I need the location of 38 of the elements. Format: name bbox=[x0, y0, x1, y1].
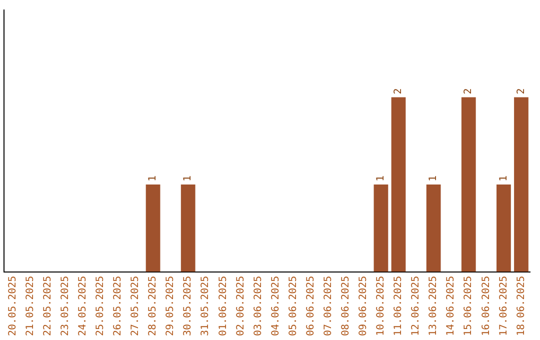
x-tick-label: 03.06.2025 bbox=[252, 276, 264, 336]
x-tick-label: 20.05.2025 bbox=[7, 276, 18, 336]
x-tick-label: 30.05.2025 bbox=[182, 276, 194, 336]
x-tick-label: 28.05.2025 bbox=[148, 276, 159, 336]
x-tick-label: 04.06.2025 bbox=[270, 276, 282, 336]
data-label: 1 bbox=[428, 176, 440, 182]
data-label: 2 bbox=[516, 88, 527, 94]
x-tick-label: 18.06.2025 bbox=[516, 276, 527, 336]
x-tick-label: 13.06.2025 bbox=[428, 276, 440, 336]
x-tick-label: 22.05.2025 bbox=[42, 276, 54, 336]
x-tick-label: 08.06.2025 bbox=[340, 276, 352, 336]
data-label: 1 bbox=[498, 176, 510, 182]
x-tick-label: 09.06.2025 bbox=[358, 276, 370, 336]
x-tick-label: 17.06.2025 bbox=[498, 276, 510, 336]
x-tick-label: 27.05.2025 bbox=[130, 276, 142, 336]
x-tick-label: 07.06.2025 bbox=[322, 276, 334, 336]
data-label: 1 bbox=[182, 176, 194, 182]
x-tick-label: 12.06.2025 bbox=[410, 276, 422, 336]
x-tick-label: 23.05.2025 bbox=[60, 276, 71, 336]
x-tick-label: 05.06.2025 bbox=[288, 276, 299, 336]
x-tick-label: 10.06.2025 bbox=[376, 276, 387, 336]
x-tick-label: 11.06.2025 bbox=[393, 276, 404, 336]
x-tick-label: 24.05.2025 bbox=[77, 276, 88, 336]
x-tick-label: 29.05.2025 bbox=[165, 276, 176, 336]
x-tick-label: 15.06.2025 bbox=[463, 276, 474, 336]
x-tick-label: 14.06.2025 bbox=[446, 276, 457, 336]
x-tick-label: 02.06.2025 bbox=[235, 276, 246, 336]
x-tick-label: 06.06.2025 bbox=[305, 276, 316, 336]
x-tick-label: 26.05.2025 bbox=[112, 276, 124, 336]
x-tick-label: 25.05.2025 bbox=[95, 276, 106, 336]
data-label: 2 bbox=[393, 88, 404, 94]
data-label: 1 bbox=[376, 176, 387, 182]
x-tick-label: 31.05.2025 bbox=[200, 276, 212, 336]
x-tick-label: 16.06.2025 bbox=[480, 276, 492, 336]
x-tick-label: 21.05.2025 bbox=[24, 276, 36, 336]
x-tick-label: 01.06.2025 bbox=[218, 276, 229, 336]
data-label: 2 bbox=[463, 88, 474, 94]
data-label: 1 bbox=[148, 176, 159, 182]
